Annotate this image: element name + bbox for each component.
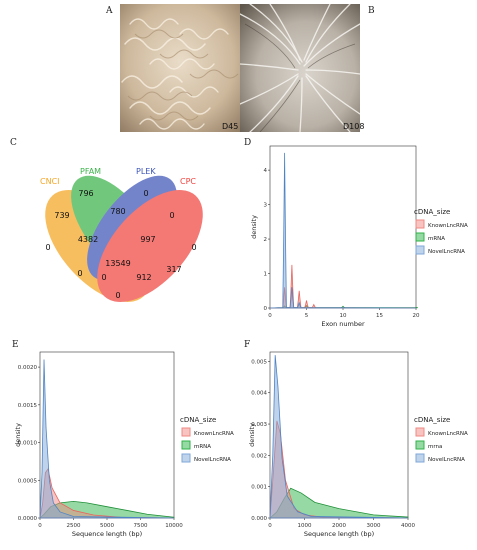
legend-swatch [415,427,425,437]
photo-b-label: D108 [343,122,365,131]
venn-count: 4382 [78,235,98,244]
x-tick-label: 10000 [165,523,183,529]
photo-a-label: D45 [222,122,239,131]
y-axis-label: density [248,423,256,447]
legend-swatch [415,219,425,229]
y-tick-label: 0.002 [251,453,267,459]
legend-label: mrna [428,444,442,450]
density-area-novellncrna [39,359,175,519]
y-tick-label: 0.004 [251,391,267,397]
y-tick-label: 0.000 [251,516,267,522]
venn-count: 739 [54,211,69,220]
density-area-novellncrna [269,152,417,309]
y-axis-label: density [250,215,258,239]
y-tick-label: 0.0010 [18,441,38,447]
sequence-length-density-chart-f: 0 1000 2000 3000 4000 0.000 0.001 0.002 0.003 0.0… [248,351,468,538]
legend-swatch [415,232,425,242]
x-tick-label: 2500 [67,523,81,529]
legend-swatch [181,427,191,437]
legend-label: KnownLncRNA [428,223,468,229]
legend-swatch [415,440,425,450]
y-tick-label: 0.001 [251,485,267,491]
venn-count: 0 [77,269,82,278]
y-tick-label: 0.0020 [18,365,38,371]
y-tick-label: 0.003 [251,422,267,428]
x-tick-label: 5000 [100,523,114,529]
x-tick-label: 4000 [401,523,415,529]
wool-photo-b [240,4,360,132]
x-tick-label: 0 [38,523,42,529]
density-area-novellncrna [269,355,409,519]
venn-count: 796 [78,189,93,198]
panel-letter-f: F [244,340,251,350]
legend-swatch [415,245,425,255]
y-tick-label: 4 [264,168,268,174]
venn-count: 0 [169,211,174,220]
venn-count: 780 [110,207,125,216]
y-tick-label: 0.005 [251,359,267,365]
x-axis-label: Sequence length (bp) [72,530,142,538]
x-tick-label: 2000 [332,523,346,529]
panel-letter-a: A [106,6,113,16]
venn-label-cnci: CNCI [40,177,60,186]
venn-diagram: CNCI PFAM PLEK CPC 796 0 739 780 0 0 438… [40,167,203,302]
panel-letter-e: E [12,340,19,350]
legend-label: KnownLncRNA [194,431,234,437]
plot-frame [39,351,175,519]
venn-count: 997 [140,235,155,244]
x-axis-label: Exon number [321,320,365,328]
y-tick-label: 0 [264,306,268,312]
venn-count: 317 [166,265,181,274]
venn-count: 0 [115,291,120,300]
y-tick-label: 0.0000 [18,516,38,522]
y-axis-label: density [14,423,22,447]
plot-frame [269,145,417,309]
legend-title: cDNA_size [414,208,450,216]
x-tick-label: 1000 [298,523,312,529]
panel-letter-d: D [244,138,252,148]
venn-count: 0 [45,243,50,252]
legend-title: cDNA_size [180,416,216,424]
venn-count: 13549 [105,259,130,268]
legend-swatch [181,453,191,463]
x-tick-label: 0 [268,313,272,319]
x-tick-label: 0 [268,523,272,529]
venn-count: 0 [191,243,196,252]
legend-label: NovelLncRNA [428,249,465,255]
venn-count: 0 [143,189,148,198]
legend-label: NovelLncRNA [428,457,465,463]
y-tick-label: 3 [264,203,268,209]
panel-letter-b: B [368,6,375,16]
x-tick-label: 15 [376,313,383,319]
legend-swatch [415,453,425,463]
x-tick-label: 5 [305,313,309,319]
venn-set-cpc [97,190,203,302]
x-tick-label: 3000 [367,523,381,529]
y-tick-label: 1 [264,272,268,278]
y-tick-label: 2 [264,237,268,243]
exon-number-density-chart: 0 5 10 15 20 0 1 2 3 4 Exon number density cDNA_siz… [250,145,468,328]
x-tick-label: 20 [413,313,420,319]
y-tick-label: 0.0015 [18,403,38,409]
venn-count: 0 [101,273,106,282]
legend-label: mRNA [428,236,445,242]
legend-swatch [181,440,191,450]
x-tick-label: 7500 [134,523,148,529]
y-tick-label: 0.0005 [18,478,38,484]
venn-label-plek: PLEK [136,167,156,176]
x-tick-label: 10 [340,313,347,319]
legend-title: cDNA_size [414,416,450,424]
venn-label-pfam: PFAM [80,167,101,176]
panel-letter-c: C [10,138,17,148]
x-axis-label: Sequence length (bp) [304,530,374,538]
wool-photo-a [120,4,240,132]
legend-label: mRNA [194,444,211,450]
legend-label: KnownLncRNA [428,431,468,437]
sequence-length-density-chart-e: 0 2500 5000 7500 10000 0.0000 0.0005 0.0010 0.00… [14,351,234,538]
venn-count: 912 [136,273,151,282]
venn-label-cpc: CPC [180,177,196,186]
legend-label: NovelLncRNA [194,457,231,463]
